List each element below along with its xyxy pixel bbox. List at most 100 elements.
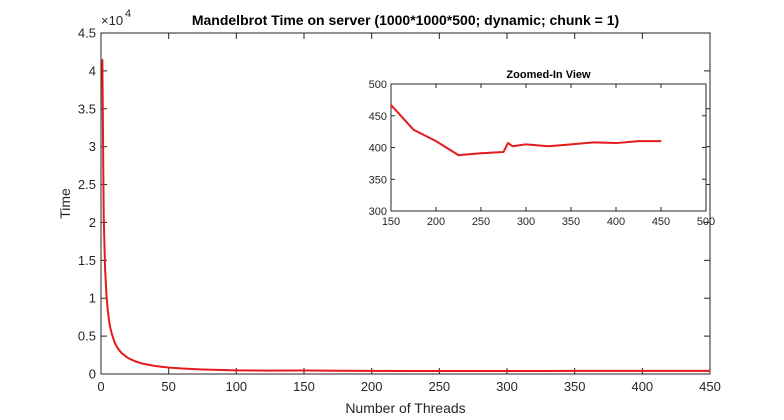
main-y-tick-label: 0.5	[78, 329, 96, 344]
inset-x-tick-label: 300	[517, 216, 535, 228]
main-data-point	[154, 365, 156, 367]
x-axis-label: Number of Threads	[345, 400, 465, 416]
inset-y-tick-label: 450	[369, 111, 387, 123]
main-data-point	[675, 370, 677, 372]
main-data-point	[108, 320, 110, 322]
main-x-tick-label: 100	[225, 379, 247, 394]
inset-x-tick-label: 450	[652, 216, 670, 228]
inset-data-point	[592, 141, 595, 144]
chart-title: Mandelbrot Time on server (1000*1000*500…	[192, 12, 619, 28]
main-y-tick-label: 3	[89, 139, 96, 154]
main-data-point	[168, 366, 170, 369]
inset-y-ticks: 300 350 400 450 500	[369, 79, 706, 218]
inset-series-line	[390, 104, 661, 157]
inset-data-point	[502, 151, 505, 153]
main-x-tick-label: 300	[496, 379, 518, 394]
inset-y-tick-label: 400	[369, 143, 387, 155]
main-data-point	[104, 267, 106, 269]
main-data-point	[127, 357, 129, 359]
inset-y-tick-label: 300	[369, 206, 387, 218]
main-data-point	[337, 370, 339, 372]
y-axis-label: Time	[57, 188, 73, 219]
main-x-tick-label: 0	[97, 379, 104, 394]
main-data-point	[101, 58, 103, 61]
inset-y-tick-label: 350	[369, 174, 387, 186]
inset-data-point	[507, 142, 509, 144]
main-data-point	[181, 367, 183, 370]
main-data-point	[111, 333, 113, 335]
main-data-point	[641, 370, 643, 372]
main-x-tick-label: 50	[161, 379, 175, 394]
inset-x-tick-label: 200	[427, 216, 445, 228]
main-y-ticks: 0 0.5 1 1.5 2 2.5 3 3.5 4 4.5	[78, 26, 710, 382]
main-data-point	[105, 293, 108, 296]
main-data-point	[371, 370, 373, 372]
inset-x-tick-label: 400	[607, 216, 625, 228]
y-exponent-label: ×10 4	[101, 8, 131, 28]
main-data-point	[113, 341, 116, 343]
main-data-point	[438, 370, 440, 372]
inset-data-point	[457, 154, 460, 156]
main-data-point	[506, 370, 508, 372]
main-data-point	[116, 346, 118, 349]
main-data-point	[120, 352, 122, 354]
inset-data-point	[511, 145, 514, 147]
main-data-point	[141, 362, 143, 364]
main-series-points	[101, 58, 711, 372]
main-x-tick-label: 350	[564, 379, 586, 394]
main-data-point	[574, 370, 576, 372]
main-y-tick-label: 3.5	[78, 101, 96, 116]
main-x-tick-label: 450	[699, 379, 721, 394]
main-data-point	[109, 327, 112, 330]
inset-data-point	[435, 140, 437, 142]
main-data-point	[303, 369, 305, 372]
main-data-point	[235, 369, 237, 371]
main-data-point	[107, 309, 109, 311]
inset-data-point	[516, 144, 518, 147]
inset-data-point	[547, 145, 550, 147]
main-chart: 0 50 100 150 200 250 300 350 400 450 0 0.5 1 1.5 2 2.5…	[57, 8, 721, 416]
main-y-tick-label: 2.5	[78, 177, 96, 192]
main-y-tick-label: 1	[89, 291, 96, 306]
main-data-point	[709, 370, 711, 372]
main-data-point	[472, 370, 474, 372]
inset-data-point	[390, 104, 392, 106]
main-x-tick-label: 250	[428, 379, 450, 394]
main-x-tick-label: 400	[631, 379, 653, 394]
inset-y-tick-label: 500	[369, 79, 387, 91]
inset-x-tick-label: 350	[562, 216, 580, 228]
main-data-point	[607, 370, 610, 372]
main-x-ticks: 0 50 100 150 200 250 300 350 400 450	[97, 33, 721, 394]
inset-x-tick-label: 500	[697, 216, 715, 228]
inset-x-tick-label: 250	[472, 216, 490, 228]
y-exponent-base: ×10	[101, 13, 123, 28]
inset-x-tick-label: 150	[382, 216, 400, 228]
main-y-tick-label: 0	[89, 367, 96, 382]
inset-data-point	[412, 129, 415, 131]
main-data-point	[540, 370, 542, 372]
inset-data-point	[525, 143, 527, 145]
main-x-tick-label: 200	[361, 379, 383, 394]
main-y-tick-label: 4	[89, 63, 96, 78]
main-y-tick-label: 1.5	[78, 253, 96, 268]
inset-data-point	[615, 142, 617, 144]
main-data-point	[134, 360, 136, 362]
main-data-point	[103, 215, 105, 217]
main-data-point	[269, 369, 271, 372]
main-y-tick-label: 4.5	[78, 26, 96, 41]
inset-data-point	[480, 152, 482, 154]
inset-series-points	[390, 104, 662, 156]
inset-data-point	[570, 143, 572, 145]
main-y-tick-label: 2	[89, 215, 96, 230]
main-data-point	[201, 368, 204, 371]
y-exponent-power: 4	[125, 8, 131, 20]
inset-x-ticks: 150 200 250 300 350 400 450 500	[382, 84, 715, 228]
inset-chart: 150 200 250 300 350 400 450 500 300 350 400 450 500…	[369, 69, 716, 228]
inset-plot-area	[390, 83, 707, 212]
main-data-point	[404, 370, 407, 372]
inset-data-point	[660, 140, 662, 142]
inset-data-point	[637, 140, 640, 142]
inset-title: Zoomed-In View	[506, 69, 591, 81]
main-x-tick-label: 150	[293, 379, 315, 394]
